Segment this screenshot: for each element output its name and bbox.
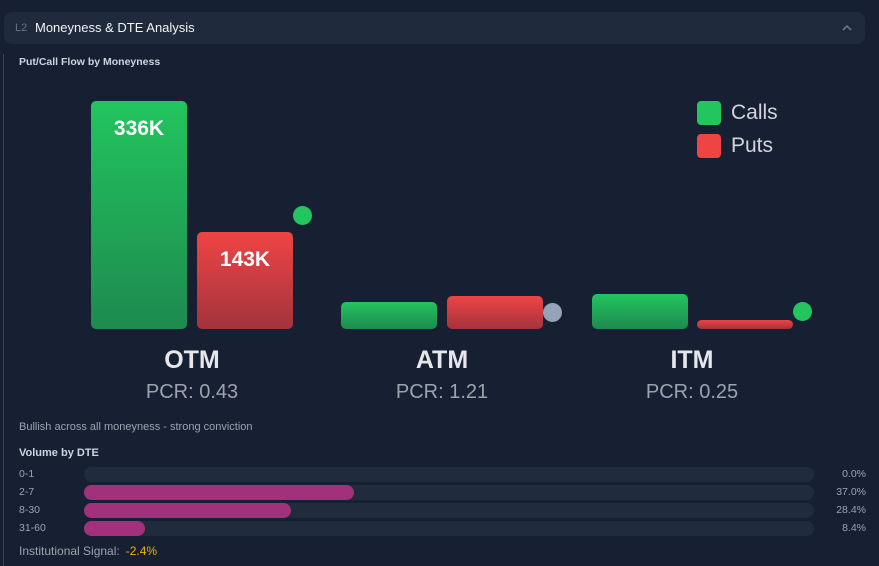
chart-title: Put/Call Flow by Moneyness	[19, 56, 161, 68]
dte-value: 8.4%	[842, 522, 866, 534]
puts-swatch	[697, 134, 721, 158]
dte-value: 37.0%	[836, 486, 866, 498]
chevron-up-icon[interactable]	[839, 20, 855, 36]
dte-bar-track	[84, 467, 814, 482]
dte-label: 31-60	[19, 522, 46, 534]
section-header[interactable]: L2 Moneyness & DTE Analysis	[4, 12, 865, 44]
dte-row: 31-60 8.4%	[19, 521, 866, 536]
category-name: ITM	[670, 346, 714, 374]
signal-label: Institutional Signal:	[19, 544, 120, 558]
level-tag: L2	[15, 22, 28, 34]
category-pcr: PCR: 0.25	[645, 381, 739, 403]
legend-label: Calls	[731, 101, 778, 124]
legend-calls: Calls	[697, 101, 778, 125]
category-pcr: PCR: 0.43	[145, 381, 239, 403]
institutional-signal: Institutional Signal: -2.4%	[19, 544, 157, 558]
dte-bar-fill	[84, 485, 354, 500]
dte-value: 28.4%	[836, 504, 866, 516]
dte-bar-fill	[84, 503, 291, 518]
category-name: OTM	[164, 346, 220, 374]
otm-puts-bar[interactable]: 143K	[197, 232, 293, 329]
dte-title: Volume by DTE	[19, 447, 99, 459]
atm-category: ATM PCR: 1.21	[342, 346, 542, 404]
moneyness-summary: Bullish across all moneyness - strong co…	[19, 421, 253, 433]
dte-row: 8-30 28.4%	[19, 503, 866, 518]
dte-label: 2-7	[19, 486, 35, 498]
atm-puts-bar[interactable]	[447, 296, 543, 329]
otm-calls-bar[interactable]: 336K	[91, 101, 187, 329]
dte-label: 0-1	[19, 468, 35, 480]
calls-swatch	[697, 101, 721, 125]
dte-bar-track	[84, 485, 814, 500]
itm-puts-bar[interactable]	[697, 320, 793, 329]
otm-category: OTM PCR: 0.43	[92, 346, 292, 404]
dte-value: 0.0%	[842, 468, 866, 480]
otm-puts-label: 143K	[219, 248, 271, 271]
dte-bar-track	[84, 503, 814, 518]
dte-label: 8-30	[19, 504, 41, 516]
dte-bar-fill	[84, 521, 145, 536]
dte-row: 0-1 0.0%	[19, 467, 866, 482]
section-title: Moneyness & DTE Analysis	[35, 20, 195, 35]
legend-puts: Puts	[697, 134, 773, 158]
atm-signal-dot	[543, 303, 562, 322]
section-accent-line	[3, 54, 4, 566]
otm-signal-dot	[293, 206, 312, 225]
itm-calls-bar[interactable]	[592, 294, 688, 329]
category-name: ATM	[415, 346, 469, 374]
signal-value: -2.4%	[125, 544, 158, 558]
dte-bar-track	[84, 521, 814, 536]
dte-row: 2-7 37.0%	[19, 485, 866, 500]
category-pcr: PCR: 1.21	[395, 381, 489, 403]
legend-label: Puts	[731, 134, 774, 157]
itm-category: ITM PCR: 0.25	[592, 346, 792, 404]
otm-calls-label: 336K	[113, 117, 165, 140]
atm-calls-bar[interactable]	[341, 302, 437, 329]
itm-signal-dot	[793, 302, 812, 321]
